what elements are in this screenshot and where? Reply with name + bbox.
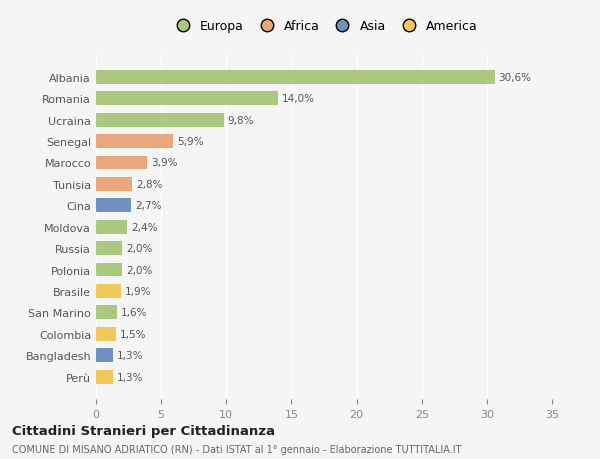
Text: 3,9%: 3,9% (151, 158, 177, 168)
Bar (96, 113, 224, 127)
Bar (96, 348, 113, 362)
Text: 1,9%: 1,9% (125, 286, 151, 296)
Bar (96, 306, 117, 319)
Text: Cittadini Stranieri per Cittadinanza: Cittadini Stranieri per Cittadinanza (12, 424, 275, 437)
Text: 1,5%: 1,5% (119, 329, 146, 339)
Bar (96, 92, 278, 106)
Text: 9,8%: 9,8% (227, 115, 254, 125)
Bar (96, 284, 121, 298)
Text: 1,3%: 1,3% (117, 372, 143, 382)
Text: 30,6%: 30,6% (499, 73, 532, 83)
Bar (96, 370, 113, 384)
Bar (96, 220, 127, 234)
Text: 1,6%: 1,6% (121, 308, 147, 318)
Bar (96, 178, 133, 191)
Text: 2,0%: 2,0% (126, 244, 152, 253)
Text: 2,0%: 2,0% (126, 265, 152, 275)
Bar (96, 327, 116, 341)
Text: 2,7%: 2,7% (135, 201, 161, 211)
Bar (96, 71, 494, 84)
Text: 2,4%: 2,4% (131, 222, 158, 232)
Bar (96, 241, 122, 256)
Bar (96, 156, 147, 170)
Text: COMUNE DI MISANO ADRIATICO (RN) - Dati ISTAT al 1° gennaio - Elaborazione TUTTIT: COMUNE DI MISANO ADRIATICO (RN) - Dati I… (12, 444, 461, 454)
Text: 2,8%: 2,8% (136, 179, 163, 190)
Bar (96, 199, 131, 213)
Text: 5,9%: 5,9% (177, 137, 203, 147)
Bar (96, 263, 122, 277)
Text: 1,3%: 1,3% (117, 350, 143, 360)
Text: 14,0%: 14,0% (283, 94, 316, 104)
Legend: Europa, Africa, Asia, America: Europa, Africa, Asia, America (166, 17, 482, 37)
Bar (96, 135, 173, 149)
